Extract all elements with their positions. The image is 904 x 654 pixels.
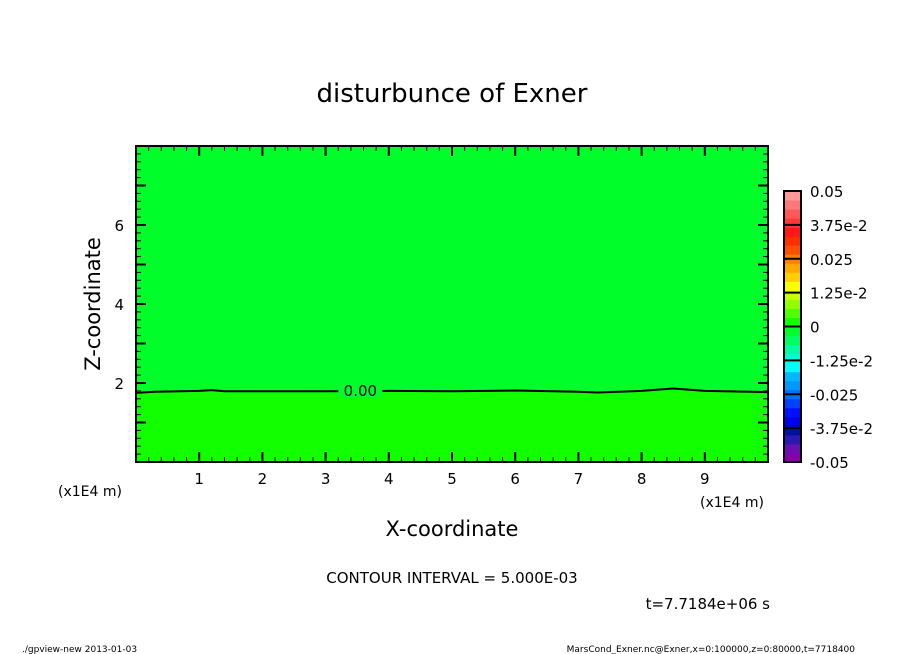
colorbar-bin <box>784 209 801 219</box>
colorbar-bin <box>784 263 801 273</box>
colorbar-bin <box>784 236 801 246</box>
x-tick-label: 2 <box>258 470 268 488</box>
y-axis-label: Z-coordinate <box>81 237 105 371</box>
colorbar-bin <box>784 344 801 355</box>
colorbar-label: 3.75e-2 <box>810 217 868 235</box>
colorbar-bin <box>784 281 801 291</box>
colorbar-bin <box>784 353 801 364</box>
colorbar-bin <box>784 227 801 237</box>
colorbar-bin <box>784 407 801 418</box>
y-tick-label: 6 <box>114 217 124 235</box>
x-tick-label: 6 <box>510 470 520 488</box>
colorbar-bin <box>784 380 801 391</box>
colorbar-bin <box>784 317 801 327</box>
chart-title: disturbunce of Exner <box>317 79 588 109</box>
x-unit-label-right: (x1E4 m) <box>700 495 764 511</box>
colorbar-bin <box>784 434 801 445</box>
colorbar-bin <box>784 443 801 454</box>
y-tick-label: 2 <box>114 375 124 393</box>
colorbar-frame <box>783 190 802 463</box>
colorbar-label: 1.25e-2 <box>810 285 868 303</box>
region-below-contour <box>136 388 768 462</box>
colorbar-bin <box>784 362 801 373</box>
colorbar-bin <box>784 218 801 228</box>
colorbar-bin <box>784 245 801 255</box>
colorbar-label: -1.25e-2 <box>810 352 873 370</box>
colorbar-label: -0.025 <box>810 386 858 404</box>
colorbar-bin <box>784 326 801 337</box>
colorbar-bin <box>784 416 801 427</box>
colorbar-bin <box>784 191 801 201</box>
colorbar-bin <box>784 299 801 309</box>
colorbar-bin <box>784 200 801 210</box>
colorbar-bin <box>784 308 801 318</box>
colorbar-label: -3.75e-2 <box>810 420 873 438</box>
time-label: t=7.7184e+06 s <box>646 595 771 613</box>
colorbar-label: 0 <box>810 319 820 337</box>
colorbar-label: 0.05 <box>810 183 843 201</box>
colorbar-label: -0.05 <box>810 454 849 472</box>
x-tick-label: 7 <box>574 470 584 488</box>
x-tick-label: 3 <box>321 470 331 488</box>
contour-line-zero <box>135 387 769 394</box>
x-tick-label: 1 <box>194 470 204 488</box>
contour-label: 0.00 <box>344 382 377 400</box>
contour-interval: CONTOUR INTERVAL = 5.000E-03 <box>326 569 577 587</box>
colorbar-bin <box>784 452 801 463</box>
colorbar-bin <box>784 335 801 346</box>
footer-left: ./gpview-new 2013-01-03 <box>22 645 137 654</box>
contour-label-bg <box>338 381 383 398</box>
x-tick-label: 8 <box>637 470 647 488</box>
colorbar-label: 0.025 <box>810 251 853 269</box>
x-tick-label: 4 <box>384 470 394 488</box>
x-tick-label: 9 <box>700 470 710 488</box>
colorbar-bin <box>784 272 801 282</box>
footer-right: MarsCond_Exner.nc@Exner,x=0:100000,z=0:8… <box>567 645 856 654</box>
colorbar-bin <box>784 290 801 300</box>
y-tick-label: 4 <box>114 296 124 314</box>
colorbar-bin <box>784 425 801 436</box>
x-unit-label-left: (x1E4 m) <box>58 484 122 500</box>
colorbar-bin <box>784 398 801 409</box>
x-tick-label: 5 <box>447 470 457 488</box>
colorbar-bin <box>784 371 801 382</box>
x-axis-label: X-coordinate <box>386 517 519 541</box>
